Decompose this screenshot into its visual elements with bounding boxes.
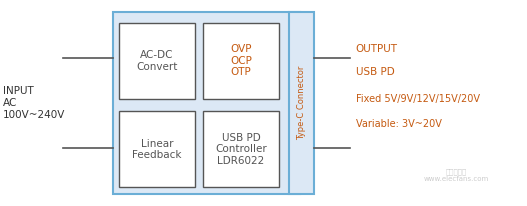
Text: Variable: 3V~20V: Variable: 3V~20V bbox=[356, 119, 442, 129]
Bar bbox=[119, 111, 195, 187]
Bar bbox=[203, 111, 279, 187]
Bar bbox=[113, 12, 300, 194]
Text: Linear
Feedback: Linear Feedback bbox=[132, 139, 181, 160]
Text: Type-C Connector: Type-C Connector bbox=[297, 66, 306, 140]
Bar bbox=[119, 23, 195, 99]
Text: Fixed 5V/9V/12V/15V/20V: Fixed 5V/9V/12V/15V/20V bbox=[356, 94, 480, 104]
Text: OUTPUT: OUTPUT bbox=[356, 44, 398, 54]
Bar bbox=[203, 23, 279, 99]
Text: 电子发烧友
www.elecfans.com: 电子发烧友 www.elecfans.com bbox=[423, 168, 489, 182]
Text: OVP
OCP
OTP: OVP OCP OTP bbox=[230, 44, 252, 77]
Text: USB PD
Controller
LDR6022: USB PD Controller LDR6022 bbox=[215, 133, 267, 166]
Bar bbox=[289, 12, 314, 194]
Text: AC-DC
Convert: AC-DC Convert bbox=[136, 50, 178, 71]
Text: USB PD: USB PD bbox=[356, 67, 395, 77]
Text: INPUT
AC
100V~240V: INPUT AC 100V~240V bbox=[3, 86, 65, 120]
